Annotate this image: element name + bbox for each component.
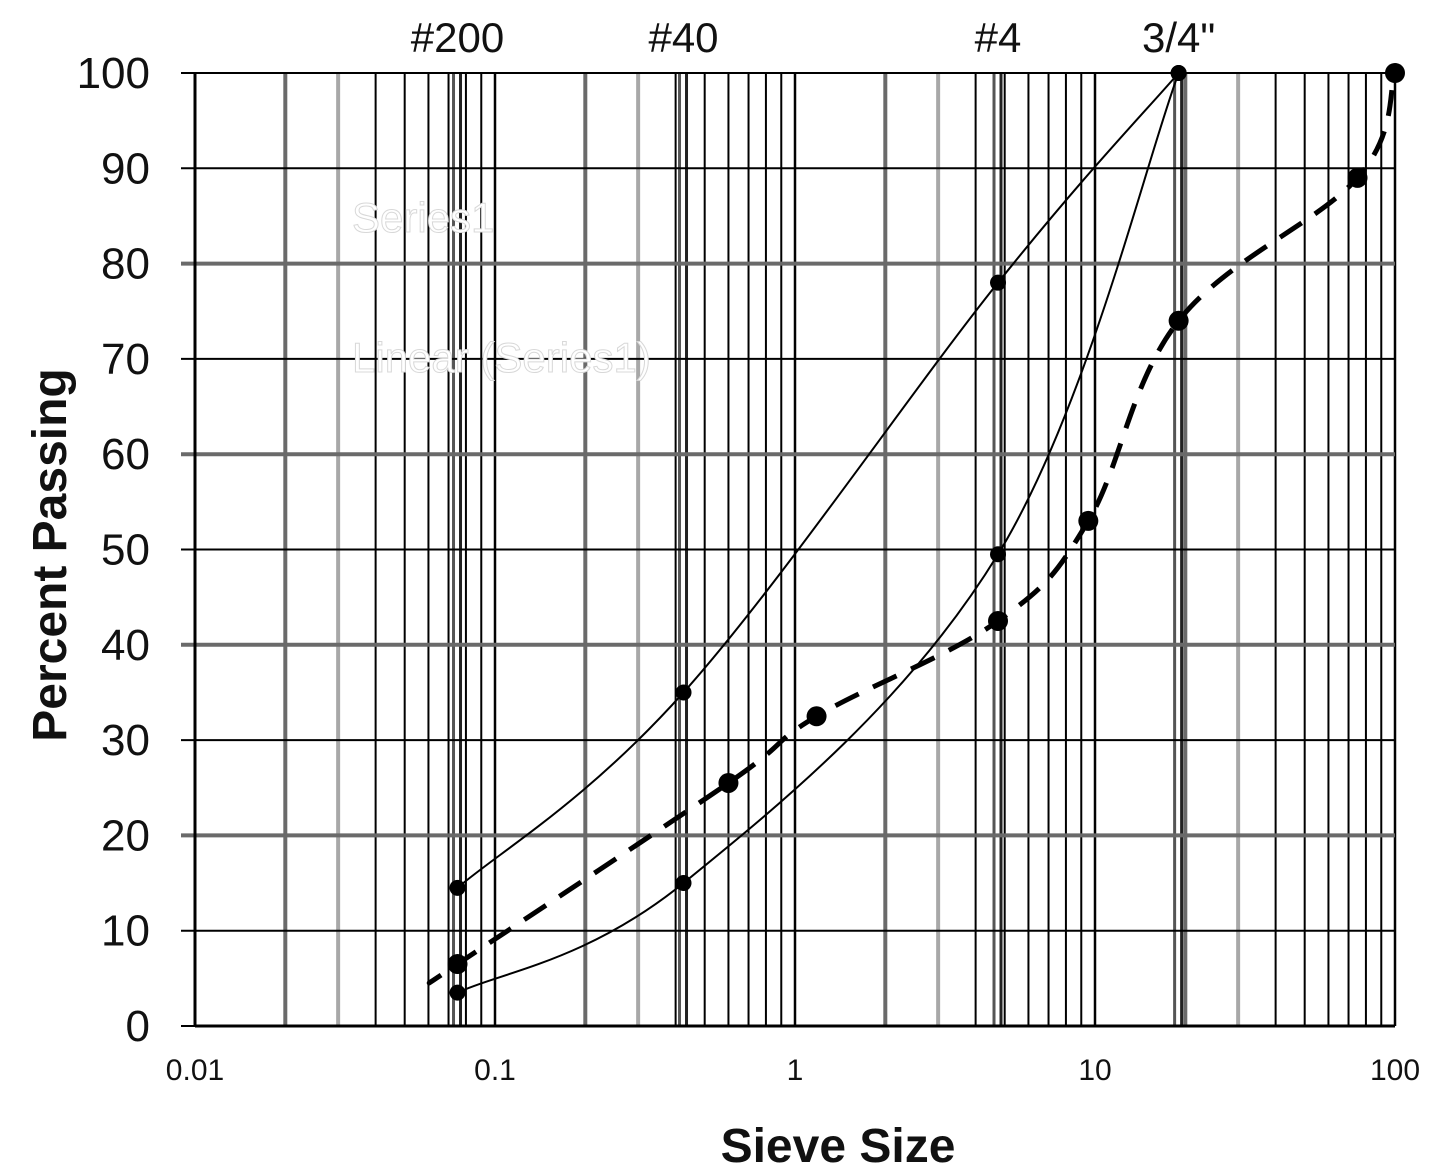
y-tick-label: 70 — [101, 335, 150, 384]
y-tick-label: 40 — [101, 621, 150, 670]
x-tick-label: 10 — [1078, 1054, 1111, 1087]
series-line-solid-upper — [456, 72, 1180, 889]
data-point-dashed — [447, 954, 468, 975]
y-tick-label: 90 — [101, 144, 150, 193]
points-layer — [447, 63, 1405, 1001]
x-tick-label: 0.1 — [474, 1054, 516, 1087]
sieve-label: 3/4" — [1142, 14, 1215, 61]
y-tick-label: 0 — [126, 1002, 150, 1051]
x-tick-label: 100 — [1370, 1054, 1420, 1087]
y-tick-labels: 0 10 20 30 40 50 60 70 80 90 100 — [77, 49, 150, 1051]
x-tick-labels: 0.01 0.1 1 10 100 — [166, 1054, 1420, 1087]
sieve-label: #40 — [648, 14, 718, 61]
y-tick-label: 100 — [77, 49, 150, 98]
legend-entry-series1: Series1 — [352, 194, 494, 241]
y-tick-label: 30 — [101, 716, 150, 765]
data-point-solid-lower — [1170, 65, 1187, 81]
series-layer — [426, 72, 1398, 994]
data-point-dashed — [1385, 63, 1405, 83]
legend-entry-linear-series1: Linear (Series1) — [352, 334, 651, 381]
legend: Series1 Linear (Series1) — [352, 194, 652, 382]
data-point-solid-lower — [990, 546, 1007, 563]
data-point-dashed — [806, 706, 827, 727]
x-tick-label: 1 — [787, 1054, 804, 1087]
series-line-dashed — [426, 72, 1398, 986]
data-point-solid-lower — [449, 984, 466, 1001]
series-line-solid-lower — [457, 72, 1180, 994]
y-tick-label: 50 — [101, 526, 150, 575]
grid — [181, 72, 1397, 1028]
y-tick-label: 20 — [101, 811, 150, 860]
y-axis-title: Percent Passing — [24, 368, 77, 742]
data-point-solid-upper — [990, 274, 1007, 291]
data-point-dashed — [1078, 510, 1099, 531]
data-point-solid-lower — [675, 875, 692, 892]
sieve-label: #4 — [975, 14, 1022, 61]
y-tick-label: 10 — [101, 907, 150, 956]
sieve-labels: #200 #40 #4 3/4" — [411, 14, 1215, 61]
data-point-dashed — [1168, 310, 1189, 331]
y-tick-label: 80 — [101, 240, 150, 289]
y-tick-label: 60 — [101, 430, 150, 479]
data-point-dashed — [988, 610, 1009, 631]
data-point-dashed — [718, 772, 739, 793]
sieve-label: #200 — [411, 14, 504, 61]
data-point-solid-upper — [675, 684, 692, 701]
x-tick-label: 0.01 — [166, 1054, 224, 1087]
data-point-solid-upper — [449, 879, 466, 896]
data-point-dashed — [1347, 167, 1368, 188]
x-axis-title: Sieve Size — [721, 1120, 956, 1170]
